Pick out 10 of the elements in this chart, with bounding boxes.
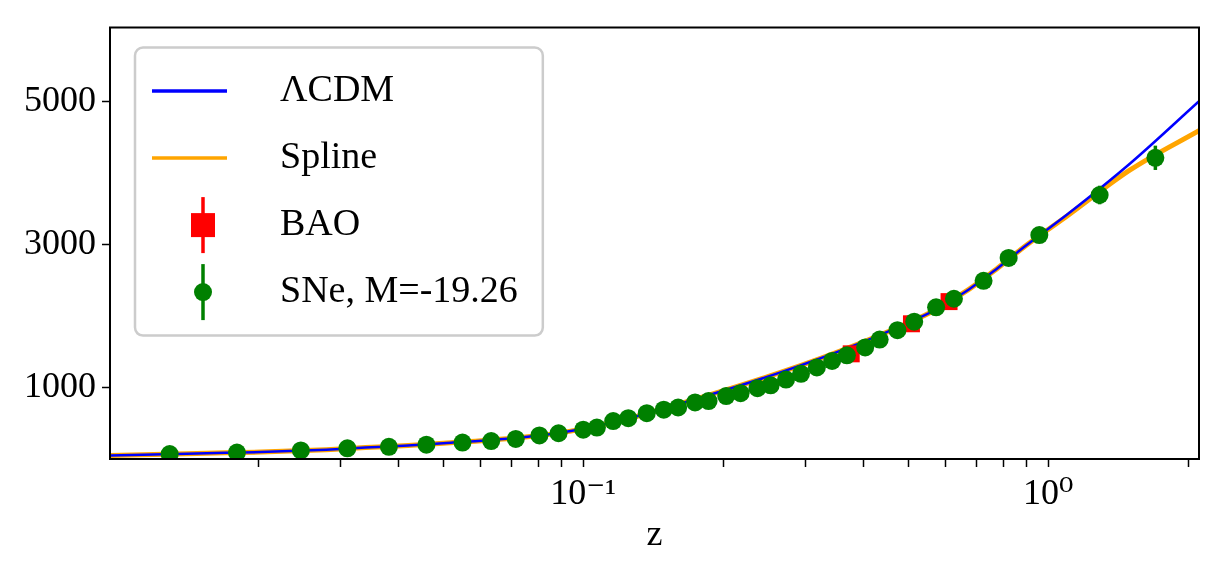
legend-label: SNe, M=-19.26 — [280, 268, 518, 311]
y-tick-label: 3000 — [24, 221, 96, 262]
y-tick-label: 5000 — [24, 78, 96, 119]
x-tick-label: 10⁻¹ — [550, 472, 617, 513]
legend-label: ΛCDM — [280, 67, 395, 110]
legend-label: BAO — [280, 201, 361, 244]
legend-label: Spline — [280, 134, 378, 177]
x-tick-label: 10⁰ — [1022, 472, 1074, 513]
y-tick-label: 1000 — [24, 364, 96, 405]
x-axis-title: z — [646, 512, 663, 553]
